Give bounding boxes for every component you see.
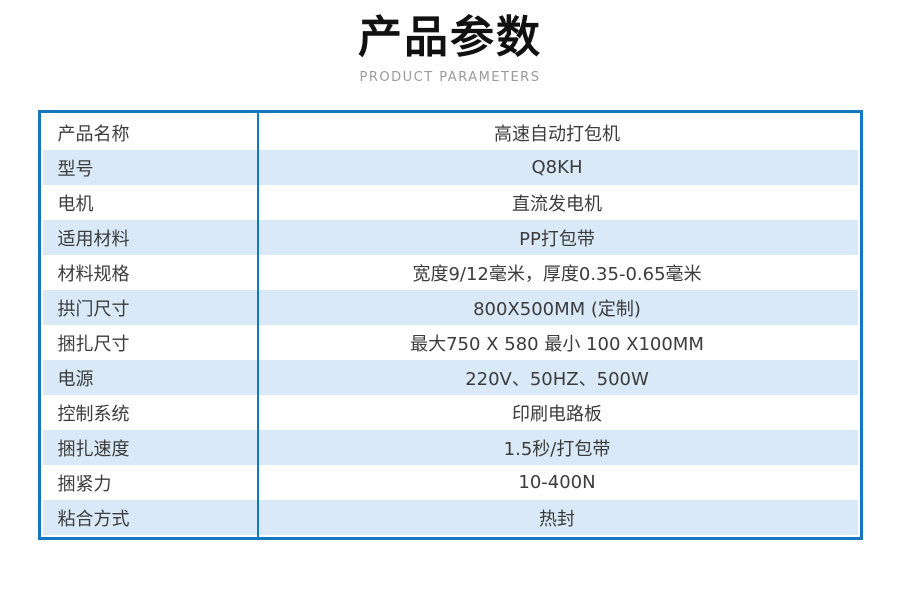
row-value: 10-400N [518,472,596,493]
table-row-bundle-size: 捆扎尺寸 最大750 X 580 最小 100 X100MM [42,325,858,360]
row-value: 高速自动打包机 [494,123,620,145]
row-value: 最大750 X 580 最小 100 X100MM [410,333,704,355]
row-label: 捆扎尺寸 [57,333,130,355]
page-header: 产品参数 PRODUCT PARAMETERS [0,0,900,86]
table-row-bundle-speed: 捆扎速度 1.5秒/打包带 [42,430,858,465]
row-value: Q8KH [531,157,583,178]
page-title: 产品参数 [358,12,542,63]
row-label: 拱门尺寸 [57,298,130,320]
page-subtitle: PRODUCT PARAMETERS [359,70,541,85]
row-label: 控制系统 [57,403,130,425]
table-row-control-system: 控制系统 印刷电路板 [42,395,858,430]
row-label: 产品名称 [57,123,130,145]
row-value: 800X500MM (定制) [473,298,641,320]
row-label: 电机 [57,193,94,215]
table-row-material-spec: 材料规格 宽度9/12毫米，厚度0.35-0.65毫米 [42,255,858,290]
row-value: 宽度9/12毫米，厚度0.35-0.65毫米 [412,263,702,285]
table-row-product-name: 产品名称 高速自动打包机 [42,115,858,150]
table-row-power: 电源 220V、50HZ、500W [42,360,858,395]
row-value: 印刷电路板 [512,403,602,425]
row-value: 220V、50HZ、500W [465,368,649,390]
row-label: 适用材料 [57,228,130,250]
table-row-model: 型号 Q8KH [42,150,858,185]
table-row-motor: 电机 直流发电机 [42,185,858,220]
row-value: PP打包带 [519,228,595,250]
product-parameters-table: 产品名称 高速自动打包机 型号 Q8KH 电机 直流发电机 适用材料 PP打包带… [37,110,863,540]
row-label: 材料规格 [57,263,130,285]
row-value: 1.5秒/打包带 [503,438,611,460]
row-label: 捆扎速度 [57,438,130,460]
table-row-tension-force: 捆紧力 10-400N [42,465,858,500]
row-label: 型号 [57,158,94,180]
row-label: 电源 [57,368,94,390]
row-value: 直流发电机 [512,193,602,215]
table-row-arch-size: 拱门尺寸 800X500MM (定制) [42,290,858,325]
row-label: 捆紧力 [57,473,112,495]
column-divider [256,113,259,537]
row-value: 热封 [539,508,575,530]
table-row-applicable-material: 适用材料 PP打包带 [42,220,858,255]
row-label: 粘合方式 [57,508,130,530]
table-row-sealing-method: 粘合方式 热封 [42,500,858,535]
